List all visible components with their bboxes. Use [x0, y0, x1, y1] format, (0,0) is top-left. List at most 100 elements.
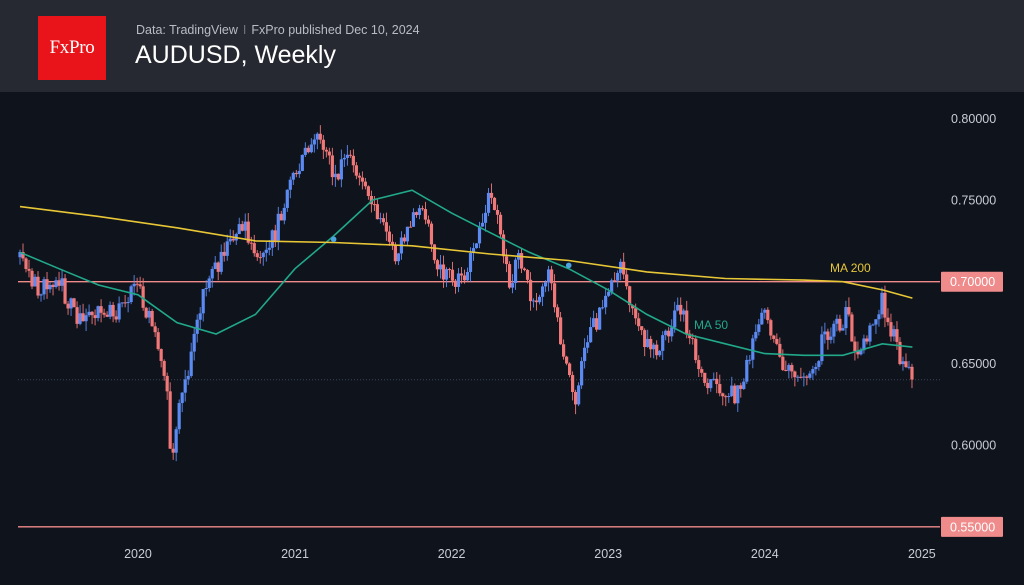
candle — [348, 150, 352, 158]
candle-body — [880, 292, 884, 315]
candle — [655, 340, 659, 360]
candle — [339, 149, 343, 188]
candle-body — [90, 311, 94, 316]
candle — [267, 239, 271, 256]
candle — [405, 226, 410, 246]
candle — [847, 297, 851, 317]
candle-body — [727, 396, 731, 398]
candle — [742, 378, 746, 391]
candle-body — [240, 224, 244, 231]
candle-body — [447, 269, 452, 271]
candle-body — [625, 274, 629, 287]
candle-body — [396, 253, 401, 262]
candle-body — [495, 209, 500, 215]
candle — [201, 288, 205, 322]
candle — [417, 204, 422, 220]
candle-body — [63, 278, 67, 304]
candle-body — [162, 360, 166, 376]
candle — [60, 270, 64, 292]
chart-title: AUDUSD, Weekly — [135, 41, 336, 69]
candle — [465, 267, 470, 282]
candle — [114, 310, 118, 323]
candle-body — [823, 331, 827, 335]
candle — [294, 169, 298, 178]
candle — [727, 392, 731, 403]
candle-body — [339, 159, 343, 180]
candle — [342, 153, 346, 167]
candle — [516, 249, 521, 269]
candle — [646, 329, 650, 348]
candle-body — [736, 385, 740, 404]
candle — [90, 311, 94, 325]
candle-body — [429, 223, 434, 245]
candle — [444, 267, 449, 288]
candle-body — [81, 313, 85, 322]
candle-body — [279, 213, 283, 221]
candle-body — [450, 269, 455, 281]
candle — [57, 271, 61, 291]
candle — [841, 324, 845, 331]
level-badge — [941, 271, 1003, 292]
candle-body — [853, 341, 857, 352]
candle-body — [153, 326, 157, 333]
candle — [474, 243, 479, 249]
candle — [51, 283, 55, 296]
candle — [700, 366, 704, 378]
candle — [546, 265, 551, 292]
candle — [99, 299, 103, 323]
candle — [730, 376, 734, 398]
candle — [237, 217, 241, 235]
candle-body — [715, 378, 719, 385]
candle-body — [273, 230, 277, 241]
ma-line-ma200 — [19, 205, 913, 299]
candle — [498, 212, 503, 238]
candle — [679, 297, 683, 322]
candle — [162, 359, 166, 381]
candle — [438, 254, 443, 279]
candle — [153, 322, 157, 338]
candle — [844, 300, 848, 336]
candle — [63, 274, 67, 305]
candle — [477, 221, 482, 249]
candle-body — [243, 221, 247, 231]
candle-body — [324, 149, 328, 152]
candle — [549, 265, 554, 291]
y-tick-label: 0.70000 — [950, 275, 995, 289]
candle-body — [838, 318, 842, 331]
candle-body — [571, 375, 575, 393]
x-tick-label: 2023 — [594, 547, 622, 561]
candle-body — [685, 310, 689, 334]
candle-body — [492, 197, 497, 210]
data-source-line: Data: TradingView I FxPro published Dec 10… — [136, 23, 420, 37]
candle — [754, 324, 758, 342]
candle — [709, 379, 713, 392]
candle — [423, 201, 428, 225]
candle — [510, 274, 515, 294]
candle — [48, 282, 52, 293]
candle — [886, 308, 890, 326]
candle-body — [700, 369, 704, 373]
candle — [372, 195, 376, 212]
candle — [534, 293, 539, 311]
candle — [252, 234, 256, 257]
candle — [357, 172, 361, 186]
candle-body — [147, 310, 151, 318]
candle-body — [471, 248, 476, 254]
candle — [877, 309, 881, 327]
candle — [321, 135, 325, 159]
candle-body — [730, 385, 734, 397]
y-tick-label: 0.80000 — [951, 112, 996, 126]
candle — [261, 251, 265, 266]
candle — [802, 372, 806, 387]
candle-body — [658, 350, 662, 356]
candle-body — [381, 218, 385, 223]
candle — [333, 164, 337, 187]
candle — [450, 261, 455, 286]
candle-body — [552, 283, 557, 308]
candle — [33, 274, 37, 287]
candle — [468, 247, 473, 282]
candle-body — [703, 372, 707, 383]
candle-body — [309, 144, 313, 153]
candle-body — [504, 256, 509, 265]
candle — [501, 230, 506, 264]
